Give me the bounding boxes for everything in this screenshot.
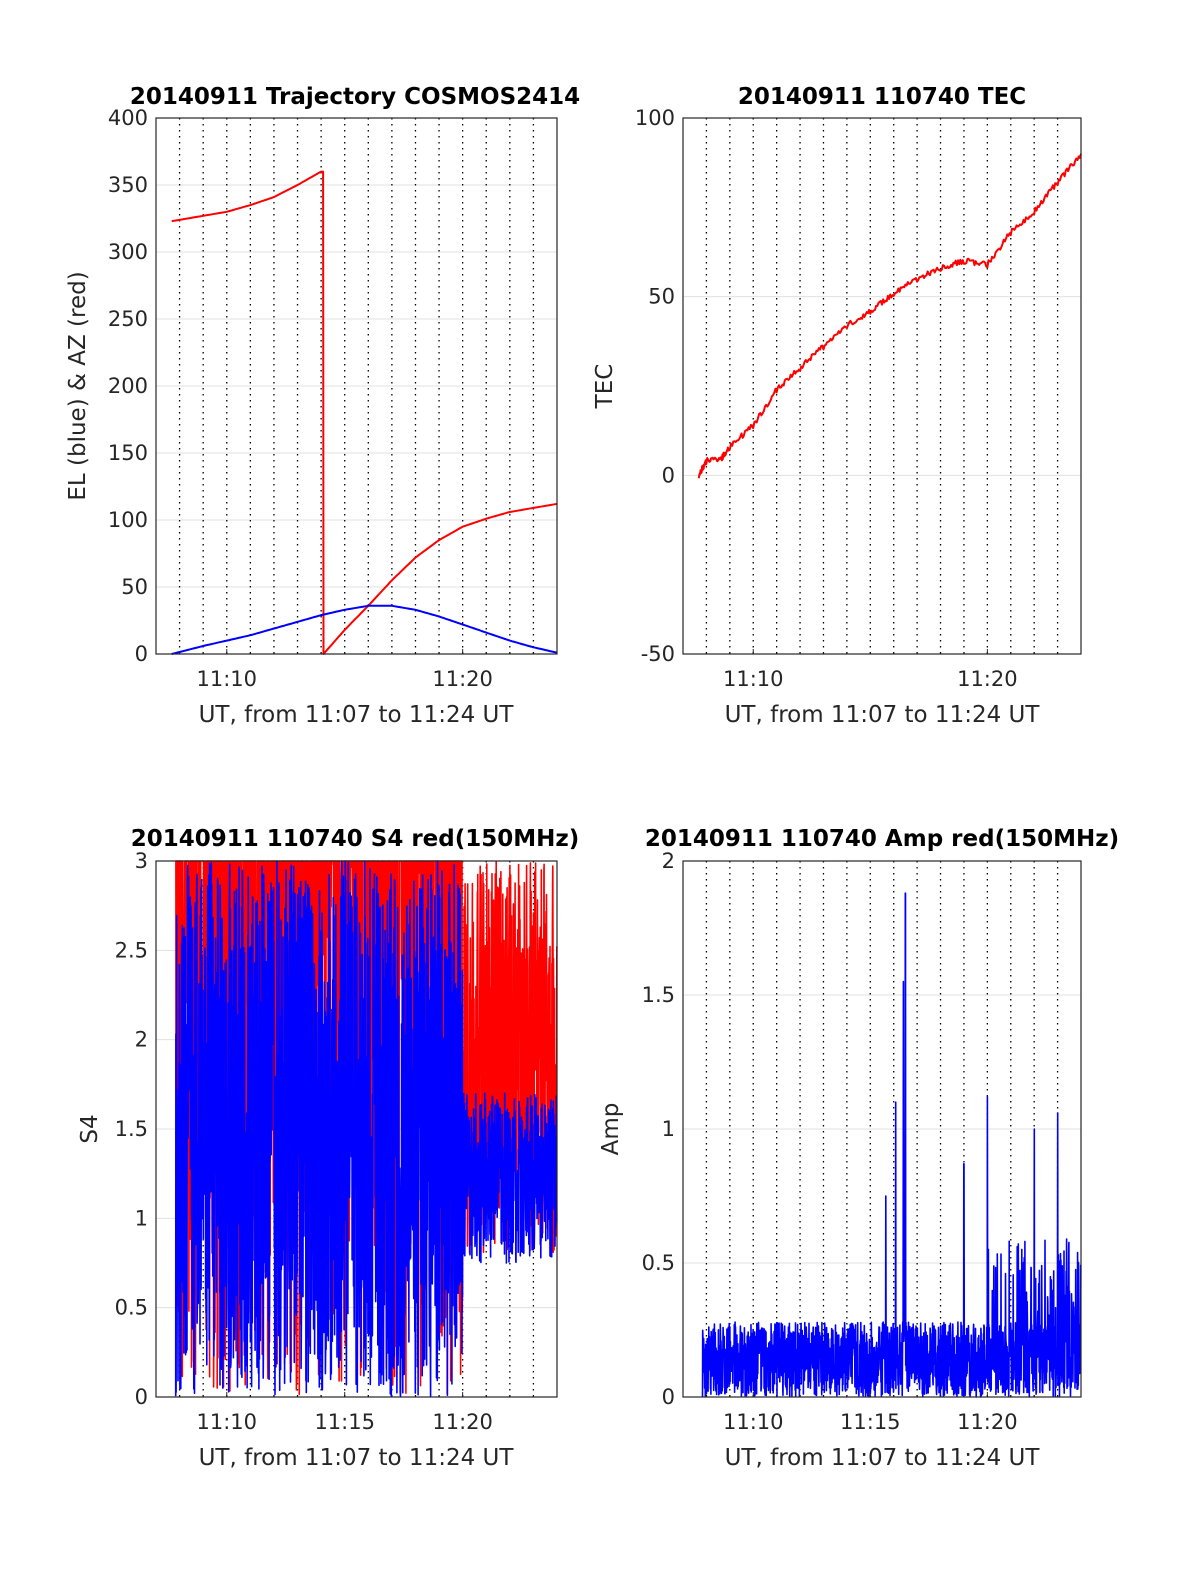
plot-frame <box>155 117 558 655</box>
panel-s4: 20140911 110740 S4 red(150MHz) 0 0.5 1 1.5 2… <box>77 826 579 1471</box>
y-tick-label: 0 <box>135 1385 148 1409</box>
series-line-red <box>697 153 1082 479</box>
y-tick-label: 1 <box>135 1206 148 1230</box>
y-tick-label: -50 <box>641 642 675 666</box>
x-tick-label: 11:20 <box>957 667 1018 691</box>
y-tick-label: 200 <box>108 374 148 398</box>
y-tick-label: 100 <box>635 106 675 130</box>
y-tick-label: 3 <box>135 849 148 873</box>
x-axis-label: UT, from 11:07 to 11:24 UT <box>725 702 1041 728</box>
plot-frame <box>682 860 1082 1398</box>
tick-labels: -50 0 50 100 11:10 11:20 <box>635 106 1018 691</box>
panel-title-tec: 20140911 110740 TEC <box>738 84 1026 110</box>
plot-frame <box>155 860 558 1398</box>
tick-labels: 0 50 100 150 200 250 300 350 400 11:10 11:20 <box>108 106 493 691</box>
y-tick-label: 0 <box>135 642 148 666</box>
x-tick-label: 11:10 <box>723 667 784 691</box>
y-tick-label: 0 <box>662 463 675 487</box>
series-group <box>174 860 558 1398</box>
panel-title-trajectory: 20140911 Trajectory COSMOS2414 <box>130 84 580 110</box>
x-tick-label: 11:10 <box>196 1410 257 1434</box>
y-tick-label: 400 <box>108 106 148 130</box>
x-tick-label: 11:10 <box>196 667 257 691</box>
y-tick-label: 2 <box>135 1028 148 1052</box>
tick-labels: 0 0.5 1 1.5 2 2.5 3 11:10 11:15 11:20 <box>115 849 493 1434</box>
x-axis-label: UT, from 11:07 to 11:24 UT <box>199 1445 515 1471</box>
grid <box>156 117 557 655</box>
y-tick-label: 0.5 <box>642 1251 675 1275</box>
y-tick-label: 0 <box>662 1385 675 1409</box>
y-tick-label: 150 <box>108 441 148 465</box>
y-tick-label: 1.5 <box>115 1117 148 1141</box>
tick-labels: 0 0.5 1 1.5 2 11:10 11:15 11:20 <box>642 849 1018 1434</box>
panel-title-amp: 20140911 110740 Amp red(150MHz) <box>645 826 1119 852</box>
y-tick-label: 250 <box>108 307 148 331</box>
x-tick-label: 11:20 <box>432 667 493 691</box>
grid <box>683 117 1081 655</box>
y-axis-label: Amp <box>598 1103 624 1156</box>
series-line-red <box>171 170 558 655</box>
series-group <box>171 170 558 655</box>
x-tick-label: 11:10 <box>723 1410 784 1434</box>
x-tick-label: 11:20 <box>957 1410 1018 1434</box>
y-axis-label: TEC <box>592 364 618 410</box>
y-tick-label: 1.5 <box>642 983 675 1007</box>
plot-frame <box>682 117 1082 655</box>
y-tick-label: 50 <box>648 285 675 309</box>
y-tick-label: 1 <box>662 1117 675 1141</box>
y-tick-label: 100 <box>108 508 148 532</box>
panel-trajectory: 20140911 Trajectory COSMOS2414 0 50 100 150… <box>65 84 580 728</box>
series-group <box>697 153 1082 479</box>
y-axis-label: S4 <box>77 1114 103 1143</box>
series-group <box>701 892 1082 1398</box>
y-tick-label: 50 <box>121 575 148 599</box>
y-axis-label: EL (blue) & AZ (red) <box>65 271 91 500</box>
x-tick-label: 11:20 <box>432 1410 493 1434</box>
x-axis-label: UT, from 11:07 to 11:24 UT <box>199 702 515 728</box>
series-line-blue <box>174 860 558 1398</box>
y-tick-label: 2 <box>662 849 675 873</box>
y-tick-label: 2.5 <box>115 938 148 962</box>
series-line-blue <box>701 892 1082 1398</box>
panel-title-s4: 20140911 110740 S4 red(150MHz) <box>131 826 580 852</box>
panel-amp: 20140911 110740 Amp red(150MHz) 0 0.5 1 1.5… <box>598 826 1119 1471</box>
y-tick-label: 0.5 <box>115 1296 148 1320</box>
x-tick-label: 11:15 <box>314 1410 375 1434</box>
y-tick-label: 350 <box>108 173 148 197</box>
y-tick-label: 300 <box>108 240 148 264</box>
x-axis-label: UT, from 11:07 to 11:24 UT <box>725 1445 1041 1471</box>
x-tick-label: 11:15 <box>840 1410 901 1434</box>
series-line-blue <box>171 604 558 655</box>
